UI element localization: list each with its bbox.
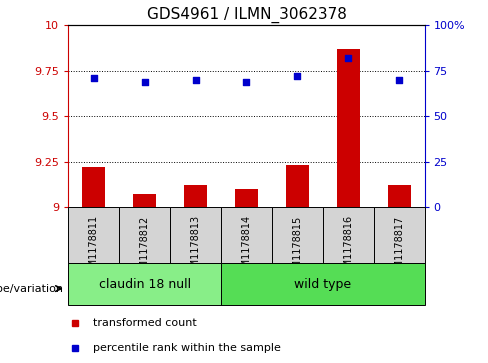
Bar	[133, 194, 156, 207]
Text: GSM1178815: GSM1178815	[292, 215, 303, 281]
Text: GSM1178817: GSM1178817	[394, 215, 404, 281]
Bar	[323, 207, 374, 263]
Bar	[374, 207, 425, 263]
Bar	[68, 263, 221, 305]
Bar	[221, 207, 272, 263]
Bar	[235, 189, 258, 207]
Bar	[221, 263, 425, 305]
Bar	[170, 207, 221, 263]
Point	[90, 75, 98, 81]
Point	[243, 79, 250, 85]
Title: GDS4961 / ILMN_3062378: GDS4961 / ILMN_3062378	[146, 7, 346, 23]
Text: claudin 18 null: claudin 18 null	[99, 278, 191, 290]
Point	[141, 79, 148, 85]
Text: genotype/variation: genotype/variation	[0, 284, 63, 294]
Point	[345, 55, 352, 61]
Point	[192, 77, 200, 83]
Text: GSM1178812: GSM1178812	[140, 215, 150, 281]
Text: GSM1178814: GSM1178814	[242, 215, 251, 281]
Bar	[387, 185, 410, 207]
Bar	[337, 49, 360, 207]
Text: GSM1178813: GSM1178813	[190, 215, 201, 281]
Point	[293, 73, 301, 79]
Bar	[68, 207, 119, 263]
Bar	[286, 165, 309, 207]
Text: percentile rank within the sample: percentile rank within the sample	[93, 343, 281, 353]
Point	[395, 77, 403, 83]
Text: GSM1178816: GSM1178816	[343, 215, 353, 281]
Text: transformed count: transformed count	[93, 318, 197, 328]
Bar	[119, 207, 170, 263]
Bar	[82, 167, 105, 207]
Bar	[184, 185, 207, 207]
Bar	[272, 207, 323, 263]
Text: GSM1178811: GSM1178811	[89, 215, 99, 281]
Text: wild type: wild type	[294, 278, 351, 290]
